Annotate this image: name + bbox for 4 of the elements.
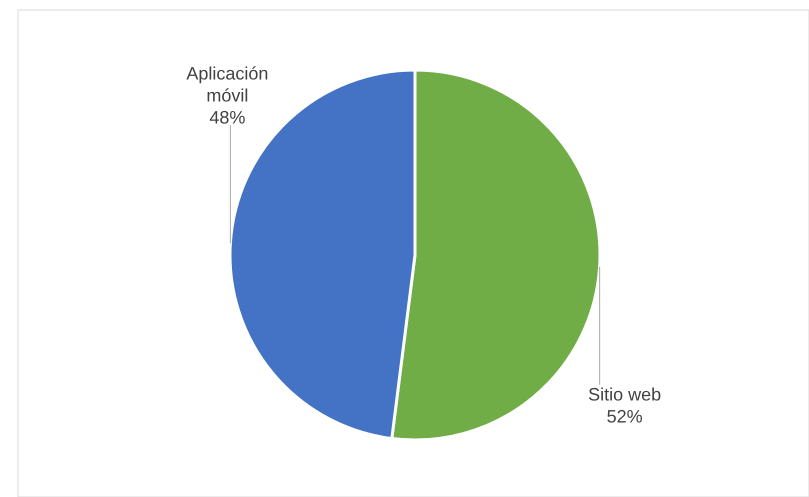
data-label: 52% [606,406,643,427]
data-label: 48% [209,107,246,128]
slice-label: Aplicación móvil [186,63,268,106]
slice-label: Sitio web [588,384,662,405]
